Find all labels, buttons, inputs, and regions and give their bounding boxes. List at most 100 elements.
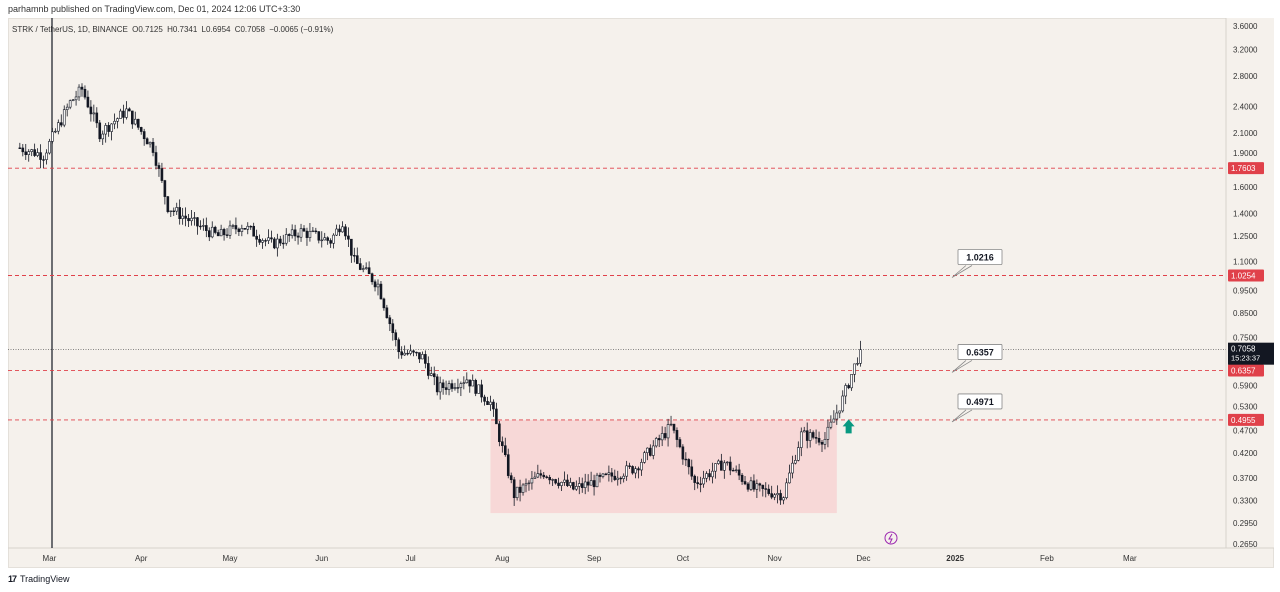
y-tick-label: 0.2950 bbox=[1233, 519, 1258, 528]
candle-body bbox=[427, 363, 430, 376]
ohlc-high: H0.7341 bbox=[167, 25, 198, 34]
callout-pointer bbox=[951, 360, 973, 373]
candle-body bbox=[261, 240, 264, 243]
candle-body bbox=[388, 317, 392, 325]
candle-body bbox=[832, 418, 836, 423]
callout-pointer bbox=[951, 265, 973, 278]
y-tick-label: 1.9000 bbox=[1233, 149, 1258, 158]
candle-body bbox=[128, 108, 131, 112]
candle-body bbox=[533, 476, 537, 479]
candle-body bbox=[699, 483, 702, 485]
candle-body bbox=[779, 493, 782, 501]
candle-body bbox=[495, 408, 498, 425]
lightning-bolt-icon bbox=[888, 533, 893, 544]
candle-body bbox=[702, 477, 705, 485]
candle-body bbox=[228, 225, 232, 236]
candle-body bbox=[355, 255, 359, 264]
candle-body bbox=[237, 228, 241, 232]
candle-body bbox=[586, 481, 590, 486]
candle-body bbox=[222, 229, 226, 236]
candle-body bbox=[418, 352, 421, 360]
x-tick-label: Jun bbox=[315, 554, 328, 563]
candle-body bbox=[767, 488, 771, 494]
candle-body bbox=[764, 488, 768, 490]
candle-body bbox=[225, 234, 229, 236]
candle-body bbox=[18, 147, 22, 149]
x-tick-label: Apr bbox=[135, 554, 148, 563]
candle-body bbox=[758, 483, 762, 486]
accumulation-zone bbox=[490, 420, 837, 514]
candle-body bbox=[666, 424, 670, 439]
symbol-pair[interactable]: STRK / TetherUS, 1D, BINANCE bbox=[12, 25, 128, 34]
candle-body bbox=[566, 479, 569, 486]
candle-body bbox=[625, 465, 628, 477]
candle-body bbox=[311, 230, 315, 233]
candle-body bbox=[480, 384, 483, 398]
candle-body bbox=[157, 165, 161, 169]
candle-body bbox=[113, 120, 116, 125]
candle-body bbox=[145, 138, 149, 145]
candle-body bbox=[450, 383, 454, 389]
candle-body bbox=[160, 168, 164, 181]
candle-body bbox=[711, 470, 714, 478]
candle-body bbox=[415, 351, 418, 354]
ohlc-open: O0.7125 bbox=[132, 25, 163, 34]
candle-body bbox=[548, 477, 551, 481]
candle-body bbox=[589, 480, 593, 486]
candle-body bbox=[554, 479, 557, 484]
candle-body bbox=[637, 468, 640, 471]
level-price-tag bbox=[1228, 413, 1264, 426]
x-tick-label: Oct bbox=[677, 554, 690, 563]
candle-body bbox=[853, 363, 856, 375]
candle-body bbox=[462, 382, 466, 384]
candle-body bbox=[98, 122, 102, 140]
candle-body bbox=[122, 110, 125, 118]
candle-body bbox=[477, 384, 480, 394]
candle-body bbox=[717, 460, 720, 464]
x-tick-label: Sep bbox=[587, 554, 602, 563]
candle-body bbox=[468, 379, 472, 387]
candle-body bbox=[690, 466, 694, 477]
candle-body bbox=[421, 354, 424, 360]
y-tick-label: 1.1000 bbox=[1233, 258, 1258, 267]
candle-body bbox=[305, 230, 309, 238]
candle-body bbox=[299, 228, 303, 238]
candle-body bbox=[714, 463, 717, 472]
candle-body bbox=[657, 438, 661, 441]
candle-body bbox=[207, 230, 211, 238]
candle-body bbox=[651, 445, 655, 456]
candle-body bbox=[743, 481, 747, 485]
candle-body bbox=[166, 196, 170, 212]
candle-body bbox=[539, 473, 543, 476]
candle-body bbox=[684, 458, 688, 461]
candle-body bbox=[172, 210, 176, 212]
candle-body bbox=[663, 433, 667, 439]
candle-body bbox=[814, 437, 818, 439]
candle-body bbox=[628, 465, 631, 467]
candle-body bbox=[811, 432, 815, 438]
tradingview-logo[interactable]: 17 TradingView bbox=[8, 574, 70, 584]
candle-body bbox=[640, 462, 643, 471]
candle-body bbox=[696, 482, 699, 485]
callout-box bbox=[957, 393, 1003, 410]
candle-body bbox=[474, 380, 477, 394]
candle-body bbox=[501, 441, 504, 447]
candle-body bbox=[610, 472, 614, 477]
publish-info: parhamnb published on TradingView.com, D… bbox=[8, 4, 301, 14]
candle-body bbox=[459, 383, 463, 388]
candle-body bbox=[575, 486, 578, 490]
candle-body bbox=[139, 127, 143, 132]
candle-body bbox=[580, 483, 584, 488]
price-chart[interactable]: 3.6000 3.2000 2.8000 2.4000 2.1000 1.9000 1.60… bbox=[0, 0, 1280, 570]
candle-body bbox=[187, 218, 190, 222]
candle-body bbox=[45, 152, 48, 160]
y-tick-label: 0.9500 bbox=[1233, 287, 1258, 296]
candle-body bbox=[616, 477, 620, 480]
y-tick-label: 0.4200 bbox=[1233, 449, 1258, 458]
candle-body bbox=[95, 112, 99, 124]
candle-body bbox=[273, 238, 276, 249]
y-tick-label: 0.2650 bbox=[1233, 540, 1258, 549]
candle-body bbox=[373, 281, 377, 288]
candle-body bbox=[823, 439, 827, 445]
candle-body bbox=[39, 152, 42, 160]
